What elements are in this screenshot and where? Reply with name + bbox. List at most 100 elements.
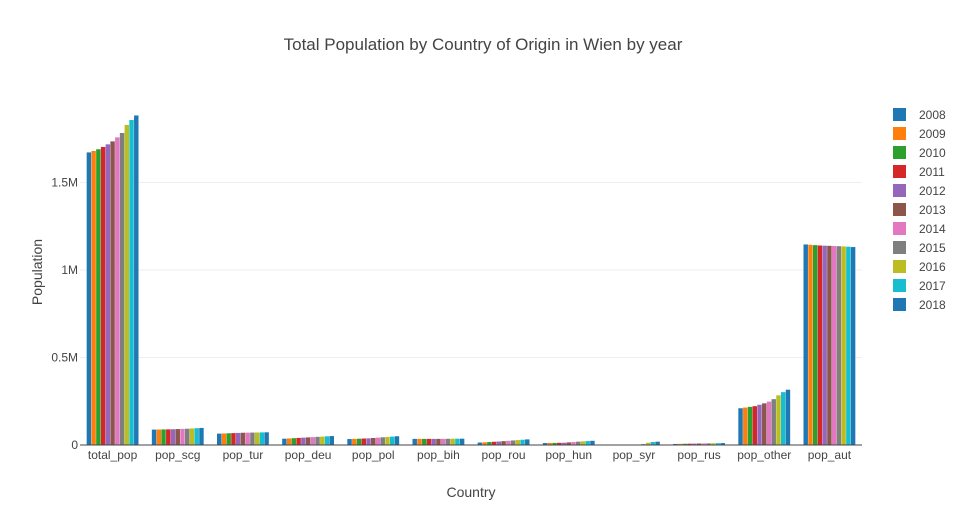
bar-pop_tur-2011[interactable]: [231, 433, 235, 445]
bar-pop_deu-2008[interactable]: [282, 439, 286, 445]
bar-pop_scg-2009[interactable]: [157, 430, 161, 445]
bar-pop_deu-2010[interactable]: [292, 438, 296, 445]
bar-pop_pol-2016[interactable]: [385, 437, 389, 445]
bar-pop_pol-2009[interactable]: [352, 439, 356, 445]
legend-item[interactable]: 2012: [893, 184, 946, 198]
bar-pop_pol-2013[interactable]: [371, 438, 375, 445]
bar-pop_rou-2013[interactable]: [501, 441, 505, 445]
bar-pop_tur-2012[interactable]: [236, 433, 240, 445]
bar-pop_bih-2011[interactable]: [427, 439, 431, 445]
bar-pop_aut-2014[interactable]: [832, 246, 836, 445]
bar-pop_tur-2008[interactable]: [217, 434, 221, 445]
legend-item[interactable]: 2009: [893, 127, 946, 141]
bar-pop_aut-2015[interactable]: [837, 246, 841, 445]
bar-pop_scg-2013[interactable]: [176, 429, 180, 445]
bar-pop_pol-2011[interactable]: [362, 439, 366, 445]
bar-pop_pol-2014[interactable]: [376, 438, 380, 445]
bar-pop_scg-2008[interactable]: [152, 430, 156, 445]
bar-pop_rou-2014[interactable]: [506, 441, 510, 445]
bar-pop_other-2011[interactable]: [753, 406, 757, 445]
bar-pop_deu-2015[interactable]: [315, 437, 319, 445]
bar-pop_aut-2009[interactable]: [808, 245, 812, 445]
legend-item[interactable]: 2013: [893, 203, 946, 217]
legend-item[interactable]: 2014: [893, 222, 946, 236]
bar-pop_bih-2015[interactable]: [446, 439, 450, 445]
bar-total_pop-2017[interactable]: [129, 120, 133, 445]
bar-pop_deu-2011[interactable]: [296, 438, 300, 445]
bar-pop_deu-2018[interactable]: [330, 436, 334, 445]
bar-pop_pol-2012[interactable]: [366, 438, 370, 445]
bar-pop_hun-2017[interactable]: [585, 441, 589, 445]
bar-pop_tur-2017[interactable]: [260, 432, 264, 445]
bar-pop_other-2015[interactable]: [772, 399, 776, 445]
bar-pop_deu-2013[interactable]: [306, 437, 310, 445]
bar-pop_pol-2017[interactable]: [390, 437, 394, 445]
bar-pop_bih-2012[interactable]: [431, 439, 435, 445]
legend-item[interactable]: 2017: [893, 279, 946, 293]
bar-pop_deu-2016[interactable]: [320, 437, 324, 445]
bar-pop_rou-2017[interactable]: [520, 440, 524, 445]
bar-pop_other-2012[interactable]: [757, 405, 761, 445]
bar-pop_bih-2008[interactable]: [413, 439, 417, 445]
bar-pop_bih-2009[interactable]: [417, 439, 421, 445]
legend-item[interactable]: 2011: [893, 165, 945, 179]
bar-pop_bih-2017[interactable]: [455, 439, 459, 445]
bar-pop_aut-2016[interactable]: [841, 246, 845, 445]
bar-pop_other-2018[interactable]: [786, 390, 790, 445]
bar-pop_aut-2010[interactable]: [813, 245, 817, 445]
bar-pop_aut-2013[interactable]: [827, 246, 831, 445]
bar-total_pop-2009[interactable]: [91, 151, 95, 445]
legend-item[interactable]: 2018: [893, 298, 946, 312]
bar-pop_aut-2018[interactable]: [851, 247, 855, 445]
bar-pop_bih-2013[interactable]: [436, 439, 440, 445]
bar-pop_pol-2008[interactable]: [347, 439, 351, 445]
bar-pop_tur-2010[interactable]: [226, 433, 230, 445]
bar-pop_tur-2018[interactable]: [264, 432, 268, 445]
bar-pop_deu-2017[interactable]: [325, 436, 329, 445]
bar-pop_pol-2018[interactable]: [395, 436, 399, 445]
bar-pop_other-2009[interactable]: [743, 408, 747, 445]
bar-total_pop-2014[interactable]: [115, 137, 119, 445]
bar-pop_bih-2018[interactable]: [460, 439, 464, 445]
bar-pop_aut-2012[interactable]: [822, 246, 826, 445]
bar-pop_tur-2015[interactable]: [250, 433, 254, 445]
bar-pop_other-2013[interactable]: [762, 403, 766, 445]
bar-pop_scg-2016[interactable]: [190, 428, 194, 445]
bar-pop_pol-2015[interactable]: [381, 437, 385, 445]
bar-total_pop-2013[interactable]: [110, 141, 114, 445]
bar-pop_scg-2010[interactable]: [161, 429, 165, 445]
bar-pop_hun-2016[interactable]: [581, 441, 585, 445]
bar-total_pop-2016[interactable]: [125, 125, 129, 445]
legend-item[interactable]: 2010: [893, 146, 946, 160]
bar-pop_pol-2010[interactable]: [357, 439, 361, 445]
bar-pop_scg-2011[interactable]: [166, 429, 170, 445]
bar-total_pop-2010[interactable]: [96, 149, 100, 445]
bar-pop_deu-2014[interactable]: [311, 437, 315, 445]
bar-pop_hun-2018[interactable]: [590, 441, 594, 445]
bar-pop_other-2010[interactable]: [748, 407, 752, 445]
bar-pop_scg-2015[interactable]: [185, 429, 189, 445]
bar-pop_rou-2015[interactable]: [511, 440, 515, 445]
bar-pop_other-2017[interactable]: [781, 392, 785, 445]
bar-pop_tur-2009[interactable]: [222, 433, 226, 445]
bar-pop_bih-2010[interactable]: [422, 439, 426, 445]
bar-pop_rou-2018[interactable]: [525, 439, 529, 445]
bar-total_pop-2018[interactable]: [134, 115, 138, 445]
bar-pop_scg-2014[interactable]: [180, 429, 184, 445]
bar-pop_tur-2016[interactable]: [255, 432, 259, 445]
bar-pop_scg-2018[interactable]: [199, 428, 203, 445]
bar-pop_tur-2014[interactable]: [245, 433, 249, 445]
bar-total_pop-2015[interactable]: [120, 133, 124, 445]
bar-total_pop-2011[interactable]: [101, 147, 105, 445]
legend-item[interactable]: 2015: [893, 241, 946, 255]
legend-item[interactable]: 2016: [893, 260, 946, 274]
bar-total_pop-2012[interactable]: [106, 144, 110, 445]
bar-total_pop-2008[interactable]: [87, 152, 91, 445]
bar-pop_rou-2012[interactable]: [497, 442, 501, 446]
bar-pop_deu-2009[interactable]: [287, 438, 291, 445]
bar-pop_other-2014[interactable]: [767, 402, 771, 445]
bar-pop_deu-2012[interactable]: [301, 438, 305, 445]
bar-pop_scg-2017[interactable]: [194, 428, 198, 445]
bar-pop_aut-2017[interactable]: [846, 247, 850, 445]
bar-pop_aut-2008[interactable]: [804, 244, 808, 445]
